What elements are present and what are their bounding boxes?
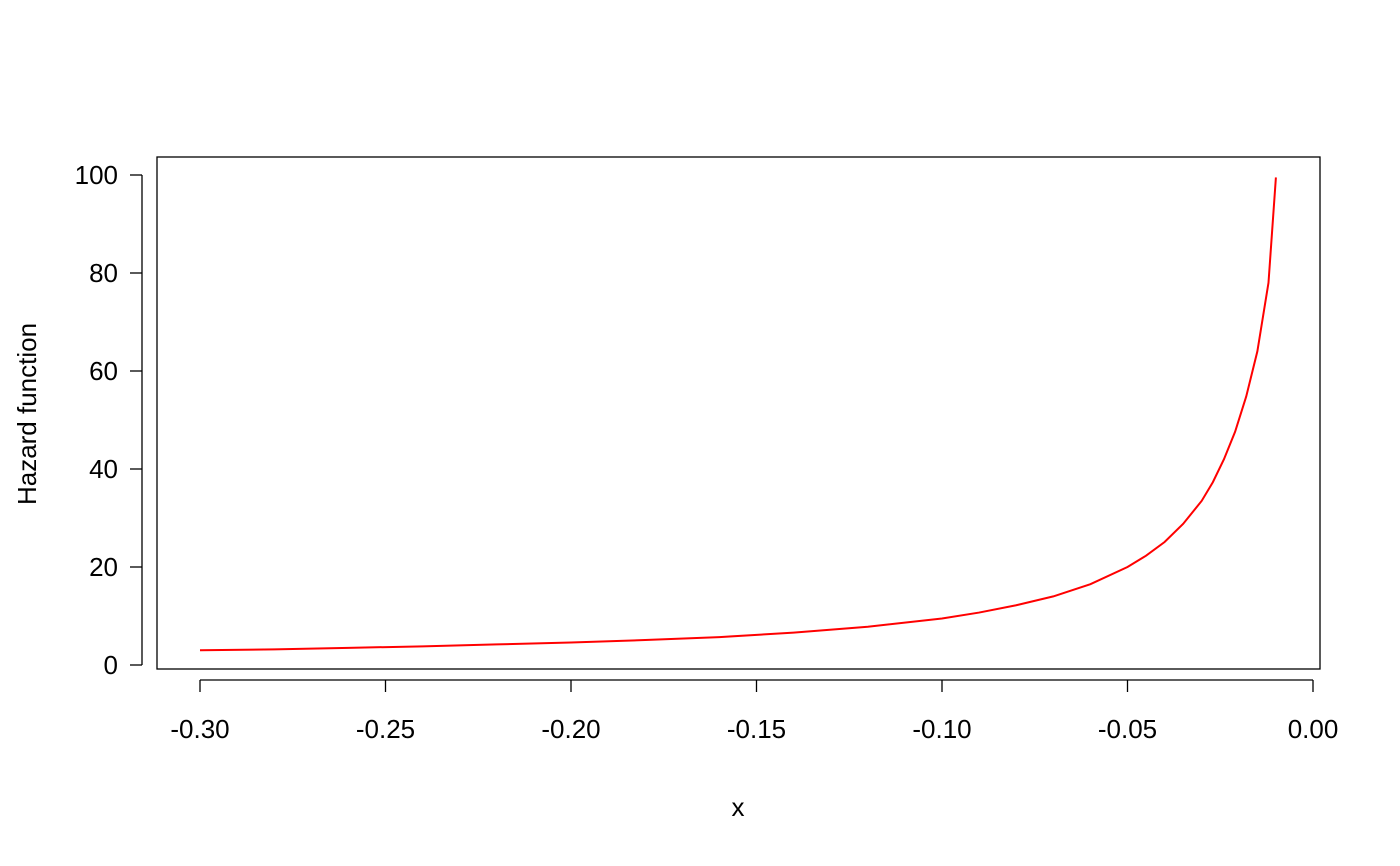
y-tick-label: 80 (89, 258, 118, 288)
y-tick-label: 0 (104, 650, 118, 680)
x-tick-label: -0.05 (1098, 714, 1157, 744)
x-axis-label: x (732, 792, 745, 822)
y-tick-label: 20 (89, 552, 118, 582)
series-layer (199, 177, 1277, 652)
plot-frame (156, 156, 1321, 670)
hazard-curve (199, 177, 1277, 652)
x-tick-label: -0.20 (541, 714, 600, 744)
y-tick-label: 100 (75, 160, 118, 190)
x-tick-label: -0.30 (170, 714, 229, 744)
y-tick-label: 40 (89, 454, 118, 484)
y-axis: 0 20 40 60 80 100 (75, 160, 143, 680)
x-tick-label: -0.15 (727, 714, 786, 744)
y-axis-label: Hazard function (12, 323, 42, 505)
x-axis: -0.30 -0.25 -0.20 -0.15 -0.10 -0.05 0.00 (170, 679, 1339, 744)
x-tick-label: -0.25 (356, 714, 415, 744)
x-tick-label: -0.10 (912, 714, 971, 744)
y-tick-label: 60 (89, 356, 118, 386)
x-tick-label: 0.00 (1288, 714, 1339, 744)
